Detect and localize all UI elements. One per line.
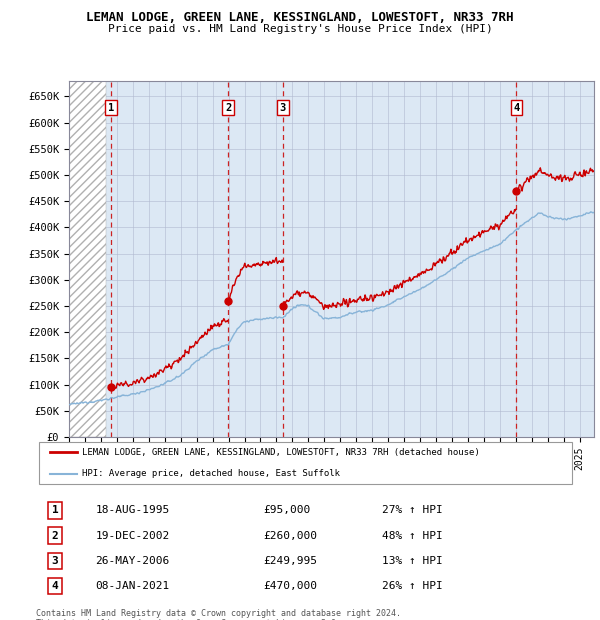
Text: £470,000: £470,000: [263, 581, 317, 591]
Text: 2: 2: [52, 531, 58, 541]
Text: 3: 3: [52, 556, 58, 566]
Text: HPI: Average price, detached house, East Suffolk: HPI: Average price, detached house, East…: [82, 469, 340, 478]
Text: £260,000: £260,000: [263, 531, 317, 541]
Text: 1: 1: [108, 103, 114, 113]
Text: Contains HM Land Registry data © Crown copyright and database right 2024.
This d: Contains HM Land Registry data © Crown c…: [36, 609, 401, 620]
Text: LEMAN LODGE, GREEN LANE, KESSINGLAND, LOWESTOFT, NR33 7RH (detached house): LEMAN LODGE, GREEN LANE, KESSINGLAND, LO…: [82, 448, 479, 457]
Text: £249,995: £249,995: [263, 556, 317, 566]
Text: 4: 4: [52, 581, 58, 591]
Text: 48% ↑ HPI: 48% ↑ HPI: [382, 531, 442, 541]
Text: 26% ↑ HPI: 26% ↑ HPI: [382, 581, 442, 591]
Text: 18-AUG-1995: 18-AUG-1995: [95, 505, 170, 515]
Text: 2: 2: [225, 103, 231, 113]
Bar: [69, 81, 106, 437]
Text: 3: 3: [280, 103, 286, 113]
Text: 27% ↑ HPI: 27% ↑ HPI: [382, 505, 442, 515]
Text: LEMAN LODGE, GREEN LANE, KESSINGLAND, LOWESTOFT, NR33 7RH: LEMAN LODGE, GREEN LANE, KESSINGLAND, LO…: [86, 11, 514, 24]
FancyBboxPatch shape: [39, 441, 572, 484]
Text: 13% ↑ HPI: 13% ↑ HPI: [382, 556, 442, 566]
Text: Price paid vs. HM Land Registry's House Price Index (HPI): Price paid vs. HM Land Registry's House …: [107, 24, 493, 33]
Text: 26-MAY-2006: 26-MAY-2006: [95, 556, 170, 566]
Text: 4: 4: [513, 103, 520, 113]
Text: 08-JAN-2021: 08-JAN-2021: [95, 581, 170, 591]
Text: 19-DEC-2002: 19-DEC-2002: [95, 531, 170, 541]
Text: 1: 1: [52, 505, 58, 515]
Text: £95,000: £95,000: [263, 505, 310, 515]
